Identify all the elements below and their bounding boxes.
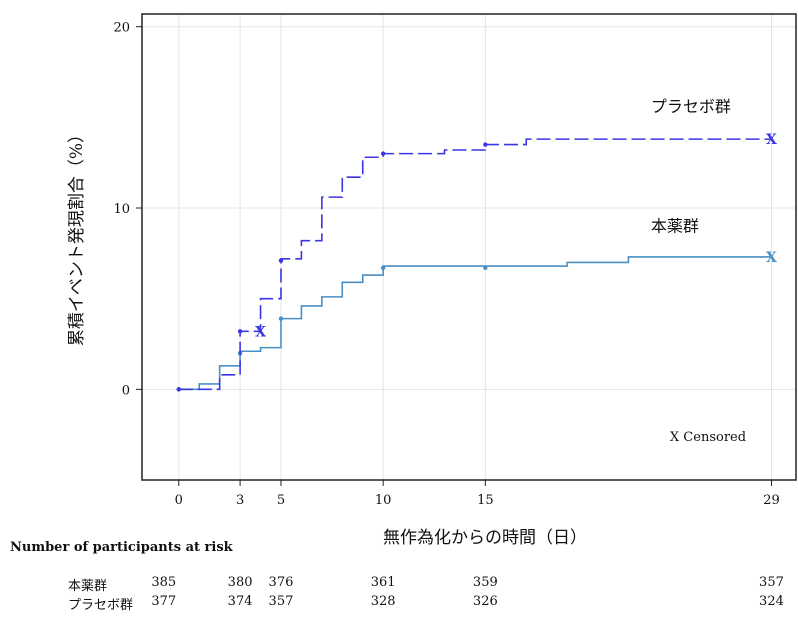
series-line-active: [178, 256, 772, 391]
x-tick-label: 10: [375, 493, 392, 508]
risk-count: 376: [268, 575, 294, 590]
censored-marker: X: [766, 250, 777, 266]
y-tick-label: 20: [113, 21, 130, 36]
series-line-placebo: [178, 138, 772, 391]
risk-count: 359: [472, 575, 498, 590]
y-tick-label: 0: [122, 383, 130, 398]
x-tick-label: 3: [236, 493, 244, 508]
series-point: [278, 258, 284, 263]
x-tick-label: 0: [175, 493, 183, 508]
x-axis-label: 無作為化からの時間（日）: [383, 528, 587, 548]
x-tick-label: 5: [277, 493, 285, 508]
series-point: [380, 151, 386, 156]
x-tick-label: 29: [763, 493, 780, 508]
risk-row-label: プラセボ群: [68, 598, 134, 613]
series-point: [237, 329, 243, 334]
series-point: [483, 142, 488, 147]
risk-count: 324: [759, 594, 784, 609]
axes: 0 3 5 10 15 29 0 10 20: [113, 21, 779, 508]
risk-count: 377: [151, 594, 177, 609]
risk-count: 328: [370, 594, 396, 609]
censored-marker: X: [255, 324, 266, 340]
risk-count: 380: [227, 575, 253, 590]
risk-count: 357: [759, 575, 784, 590]
censored-legend-note: X Censored: [670, 430, 746, 445]
series-label-placebo: プラセボ群: [651, 97, 731, 116]
risk-row-label: 本薬群: [68, 579, 108, 594]
risk-count: 357: [268, 594, 294, 609]
series-layer: X 本薬群 X X プラセボ群: [176, 97, 777, 392]
y-tick-label: 10: [113, 202, 130, 217]
series-active: X 本薬群: [176, 217, 777, 392]
series-point: [278, 316, 284, 321]
risk-count: 374: [227, 594, 253, 609]
gridlines: [142, 14, 796, 480]
risk-table-title: Number of participants at risk: [10, 540, 233, 555]
risk-count: 385: [151, 575, 177, 590]
series-placebo: X X プラセボ群: [176, 97, 777, 392]
censored-marker: X: [766, 132, 777, 148]
risk-count: 361: [370, 575, 396, 590]
risk-count: 326: [472, 594, 498, 609]
y-axis-label: 累積イベント発現割合（%）: [67, 126, 87, 346]
plot-frame: [141, 13, 797, 481]
series-label-active: 本薬群: [651, 217, 699, 236]
series-point: [483, 265, 488, 271]
series-point: [380, 265, 386, 271]
x-tick-label: 15: [477, 493, 494, 508]
series-point: [176, 387, 181, 392]
